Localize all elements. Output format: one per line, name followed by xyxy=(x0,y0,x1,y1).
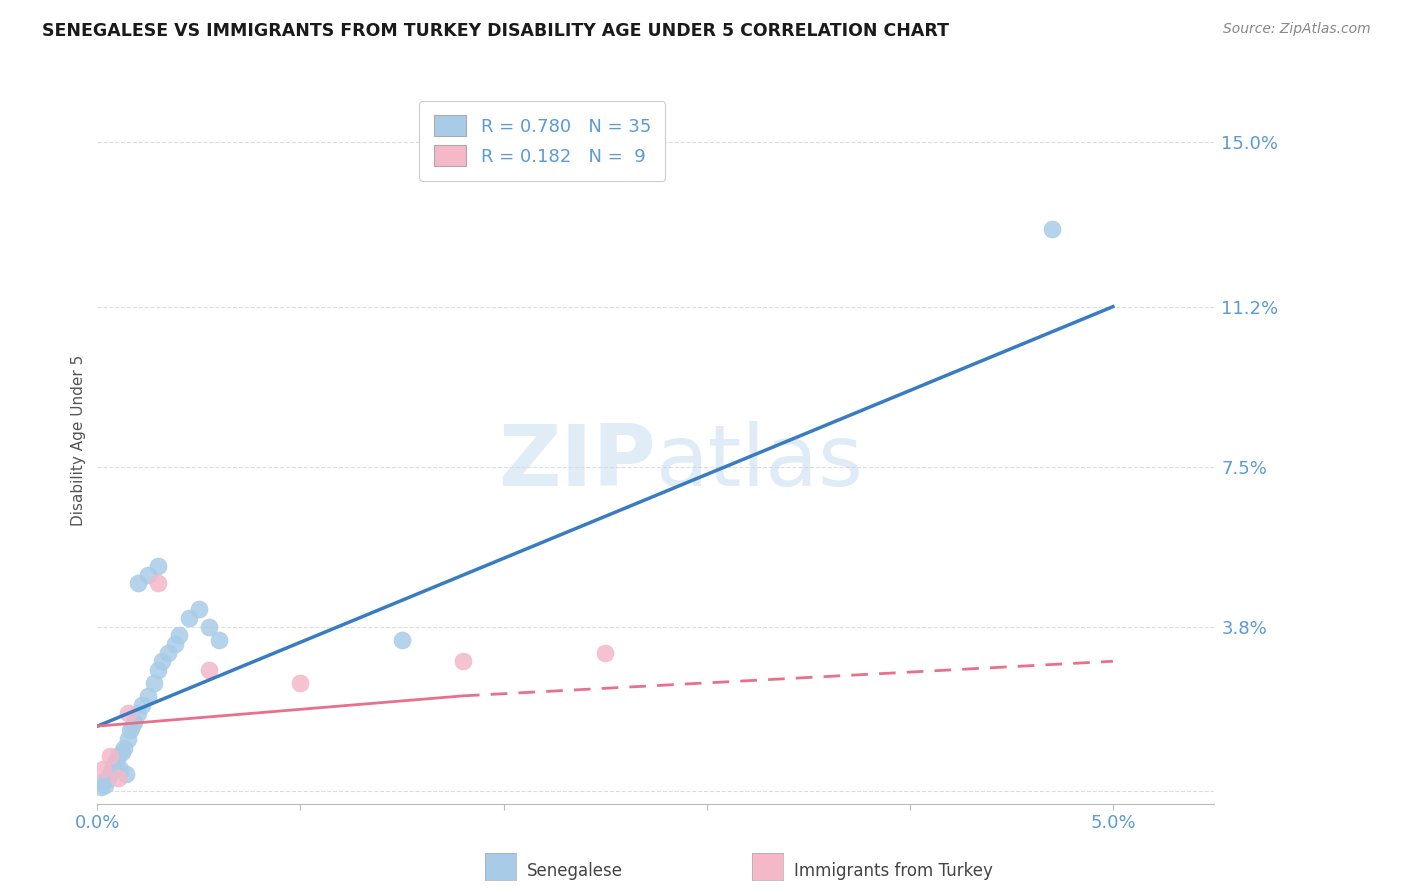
Point xyxy=(148,559,170,574)
Text: SENEGALESE VS IMMIGRANTS FROM TURKEY DISABILITY AGE UNDER 5 CORRELATION CHART: SENEGALESE VS IMMIGRANTS FROM TURKEY DIS… xyxy=(42,22,949,40)
Point xyxy=(148,576,170,591)
Point xyxy=(98,766,121,780)
Point xyxy=(136,567,159,582)
Point xyxy=(290,676,312,690)
Point xyxy=(94,778,117,792)
Point xyxy=(90,780,112,794)
Point xyxy=(111,745,134,759)
Point xyxy=(1040,222,1063,236)
Point xyxy=(198,663,221,677)
Point xyxy=(114,766,136,780)
Point xyxy=(117,732,139,747)
Point xyxy=(143,676,166,690)
Point xyxy=(157,646,180,660)
Point xyxy=(104,754,127,768)
Point xyxy=(96,771,118,785)
Point xyxy=(198,620,221,634)
Y-axis label: Disability Age Under 5: Disability Age Under 5 xyxy=(72,355,86,526)
Point xyxy=(107,771,129,785)
Point xyxy=(112,740,135,755)
Point xyxy=(117,706,139,721)
Point xyxy=(127,706,149,721)
Point xyxy=(593,646,616,660)
Point xyxy=(167,628,190,642)
Point xyxy=(150,654,173,668)
Point xyxy=(391,632,413,647)
Point xyxy=(136,689,159,703)
Point xyxy=(100,763,122,777)
Legend: R = 0.780   N = 35, R = 0.182   N =  9: R = 0.780 N = 35, R = 0.182 N = 9 xyxy=(419,101,665,180)
Point xyxy=(121,719,143,733)
Point xyxy=(131,698,153,712)
Point xyxy=(208,632,231,647)
Text: Source: ZipAtlas.com: Source: ZipAtlas.com xyxy=(1223,22,1371,37)
Point xyxy=(451,654,474,668)
Point xyxy=(163,637,186,651)
Text: ZIP: ZIP xyxy=(498,421,657,504)
Point xyxy=(108,763,131,777)
Point xyxy=(93,775,115,789)
Text: Immigrants from Turkey: Immigrants from Turkey xyxy=(794,863,993,880)
Point xyxy=(118,723,141,738)
Point xyxy=(177,611,200,625)
Point xyxy=(107,749,129,764)
Text: atlas: atlas xyxy=(657,421,863,504)
Point xyxy=(148,663,170,677)
Point xyxy=(127,576,149,591)
Point xyxy=(187,602,209,616)
Point xyxy=(93,763,115,777)
Point xyxy=(122,714,145,729)
Point xyxy=(103,758,125,772)
Text: Senegalese: Senegalese xyxy=(527,863,623,880)
Point xyxy=(98,749,121,764)
